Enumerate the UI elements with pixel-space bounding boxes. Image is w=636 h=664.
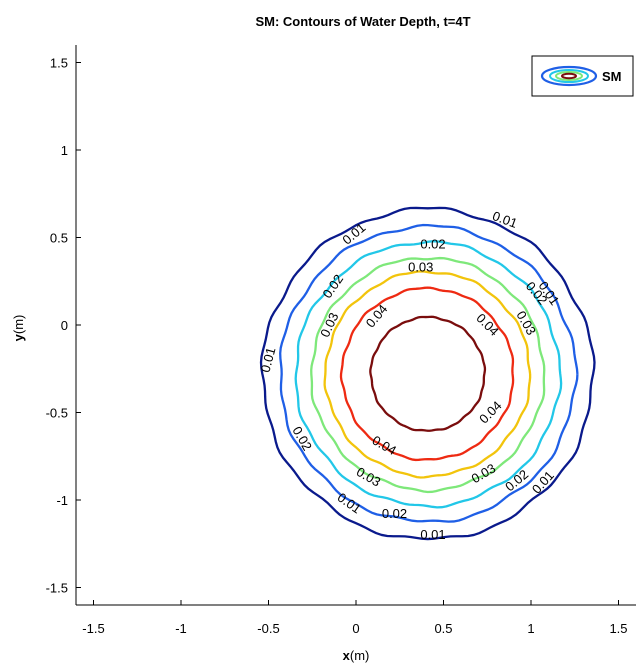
axes bbox=[75, 45, 636, 606]
y-tick-label: -1 bbox=[56, 493, 68, 508]
x-ticks: -1.5 -1 -0.5 0 0.5 1 1.5 bbox=[82, 600, 628, 636]
contour-label: 0.02 bbox=[420, 237, 445, 252]
contour-label: 0.02 bbox=[502, 466, 531, 494]
contour-label: 0.01 bbox=[339, 220, 368, 248]
chart-title: SM: Contours of Water Depth, t=4T bbox=[255, 14, 470, 29]
y-axis-label-unit: (m) bbox=[11, 315, 26, 335]
x-axis-label-unit: (m) bbox=[350, 648, 370, 663]
contour-label: 0.01 bbox=[257, 346, 278, 374]
y-tick-label: 0.5 bbox=[50, 231, 68, 246]
legend-swatch-outer bbox=[540, 65, 598, 87]
legend-swatch-mid2 bbox=[555, 71, 583, 81]
contour-label: 0.02 bbox=[382, 506, 407, 521]
contour-line bbox=[339, 286, 515, 462]
y-tick-label: 1 bbox=[61, 143, 68, 158]
y-tick-label: -0.5 bbox=[46, 406, 68, 421]
legend-label: SM bbox=[602, 69, 622, 84]
legend-swatch-mid bbox=[549, 69, 589, 83]
contour-line bbox=[369, 315, 487, 432]
y-tick-label: 1.5 bbox=[50, 56, 68, 71]
contour-label: 0.04 bbox=[363, 301, 391, 330]
x-tick-label: -1 bbox=[175, 621, 187, 636]
legend-swatch-inner bbox=[561, 72, 577, 80]
x-tick-label: -1.5 bbox=[82, 621, 104, 636]
x-axis-label-bold: x bbox=[343, 648, 351, 663]
contour-line bbox=[294, 240, 563, 509]
contour-line bbox=[310, 256, 546, 494]
y-tick-label: 0 bbox=[61, 318, 68, 333]
y-axis-label-bold: y bbox=[11, 333, 26, 341]
contour-label: 0.01 bbox=[490, 208, 519, 231]
contour-lines bbox=[259, 206, 596, 541]
contour-label: 0.04 bbox=[476, 398, 505, 427]
contour-line bbox=[323, 270, 532, 479]
contour-label: 0.03 bbox=[408, 259, 433, 274]
legend: SM bbox=[531, 55, 634, 97]
x-tick-label: 1 bbox=[527, 621, 534, 636]
x-axis-label: x(m) bbox=[343, 648, 370, 663]
x-tick-label: 0 bbox=[352, 621, 359, 636]
x-tick-label: 0.5 bbox=[434, 621, 452, 636]
x-tick-label: -0.5 bbox=[257, 621, 279, 636]
y-tick-label: -1.5 bbox=[46, 581, 68, 596]
contour-line bbox=[259, 206, 596, 541]
y-ticks: 1.5 1 0.5 0 -0.5 -1 -1.5 bbox=[46, 56, 81, 596]
contour-label: 0.01 bbox=[420, 527, 445, 542]
contour-label: 0.01 bbox=[529, 468, 557, 497]
contour-label: 0.03 bbox=[469, 461, 498, 487]
contour-line bbox=[279, 223, 579, 523]
contour-label: 0.04 bbox=[473, 310, 502, 339]
y-axis-label: y(m) bbox=[11, 315, 26, 342]
x-tick-label: 1.5 bbox=[609, 621, 627, 636]
